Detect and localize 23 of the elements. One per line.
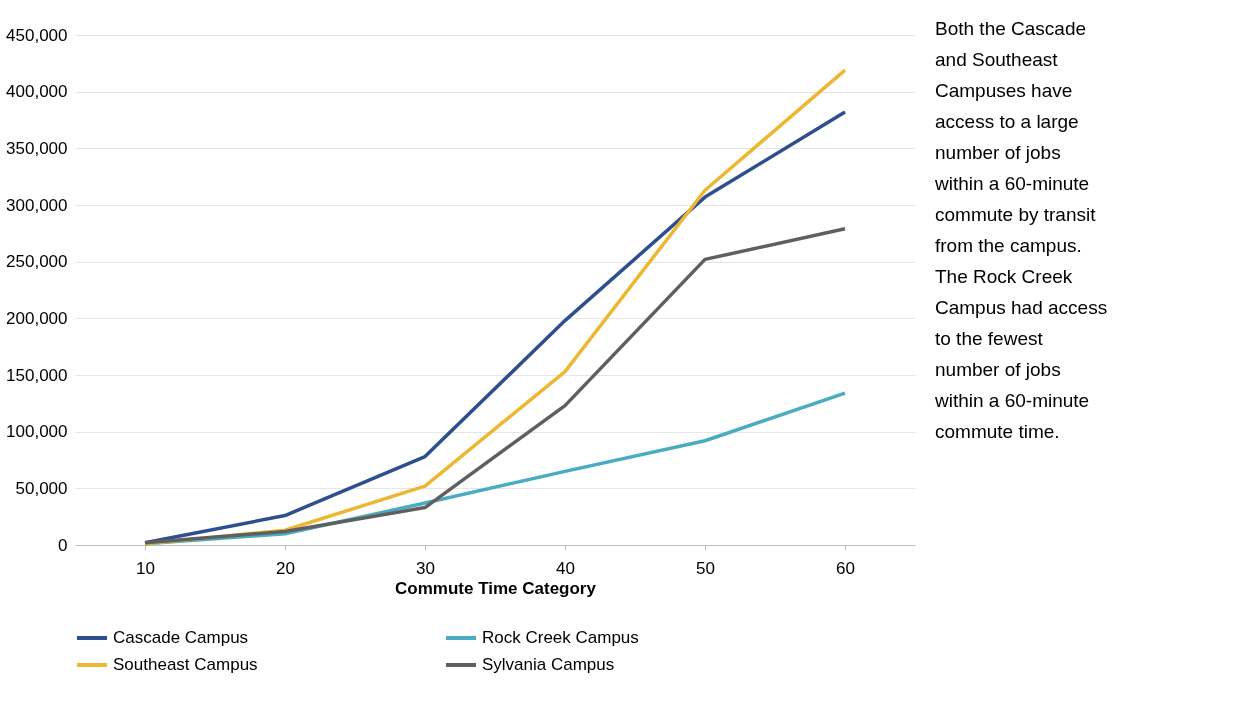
y-tick-label: 200,000: [6, 308, 68, 328]
y-tick-label: 250,000: [6, 252, 68, 272]
y-tick-label: 0: [58, 535, 68, 555]
y-tick-label: 400,000: [6, 82, 68, 102]
x-tick-label: 50: [696, 558, 715, 578]
y-tick-label: 50,000: [15, 478, 68, 498]
legend-label: Sylvania Campus: [482, 655, 615, 674]
line-series: [143, 227, 847, 545]
legend-label: Cascade Campus: [113, 628, 249, 647]
x-tick-label: 30: [416, 558, 435, 578]
x-tick-label: 60: [836, 558, 855, 578]
x-axis-title: Commute Time Category: [395, 578, 597, 598]
text: Both the Cascade and Southeast Campuses have access to a large number of jobs within a 60-minute commute by transit from the campus. The Rock Creek Campus had access to the fewest number of jobs within a 60-minute commute time.: [935, 18, 1108, 442]
x-tick-label: 10: [136, 558, 155, 578]
y-tick-label: 150,000: [6, 365, 68, 385]
y-tick-label: 100,000: [6, 422, 68, 442]
y-tick-label: 350,000: [6, 138, 68, 158]
y-tick-label: 300,000: [6, 195, 68, 215]
legend-label: Rock Creek Campus: [482, 628, 639, 647]
x-tick-label: 40: [556, 558, 575, 578]
x-tick-label: 20: [276, 558, 295, 578]
y-tick-label: 450,000: [6, 25, 68, 45]
legend-label: Southeast Campus: [113, 655, 258, 674]
